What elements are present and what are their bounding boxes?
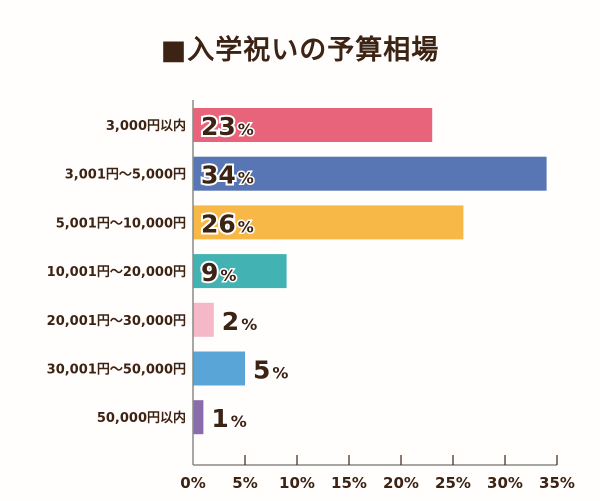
bar — [193, 156, 547, 191]
category-label: 50,000円以内 — [97, 410, 186, 426]
data-label: 26% — [201, 209, 254, 238]
x-tick-label: 10% — [279, 474, 315, 492]
x-tick-label: 30% — [487, 474, 523, 492]
bar — [193, 254, 287, 289]
x-tick-label: 15% — [331, 474, 367, 492]
x-tick-label: 20% — [383, 474, 419, 492]
x-tick-label: 5% — [232, 474, 257, 492]
bar — [193, 302, 214, 337]
x-tick-label: 25% — [435, 474, 471, 492]
data-label: 2% — [222, 307, 257, 336]
chart-title: ■入学祝いの予算相場 — [160, 35, 440, 66]
category-label: 3,001円～5,000円 — [65, 168, 186, 183]
bar — [193, 351, 245, 386]
data-label: 23% — [201, 112, 254, 141]
category-label: 3,000円以内 — [106, 118, 186, 134]
bar — [193, 205, 464, 240]
data-label: 5% — [253, 356, 288, 385]
category-label: 30,001円～50,000円 — [47, 363, 186, 378]
data-label: 9% — [201, 258, 236, 287]
data-label: 34% — [201, 161, 254, 190]
x-tick-label: 35% — [539, 474, 575, 492]
category-label: 20,001円～30,000円 — [47, 314, 186, 329]
bar — [193, 108, 433, 142]
category-label: 10,001円～20,000円 — [47, 265, 186, 280]
category-label: 5,001円～10,000円 — [56, 216, 186, 231]
x-tick-label: 0% — [180, 474, 205, 492]
bar — [193, 400, 204, 435]
data-label: 1% — [211, 404, 246, 433]
